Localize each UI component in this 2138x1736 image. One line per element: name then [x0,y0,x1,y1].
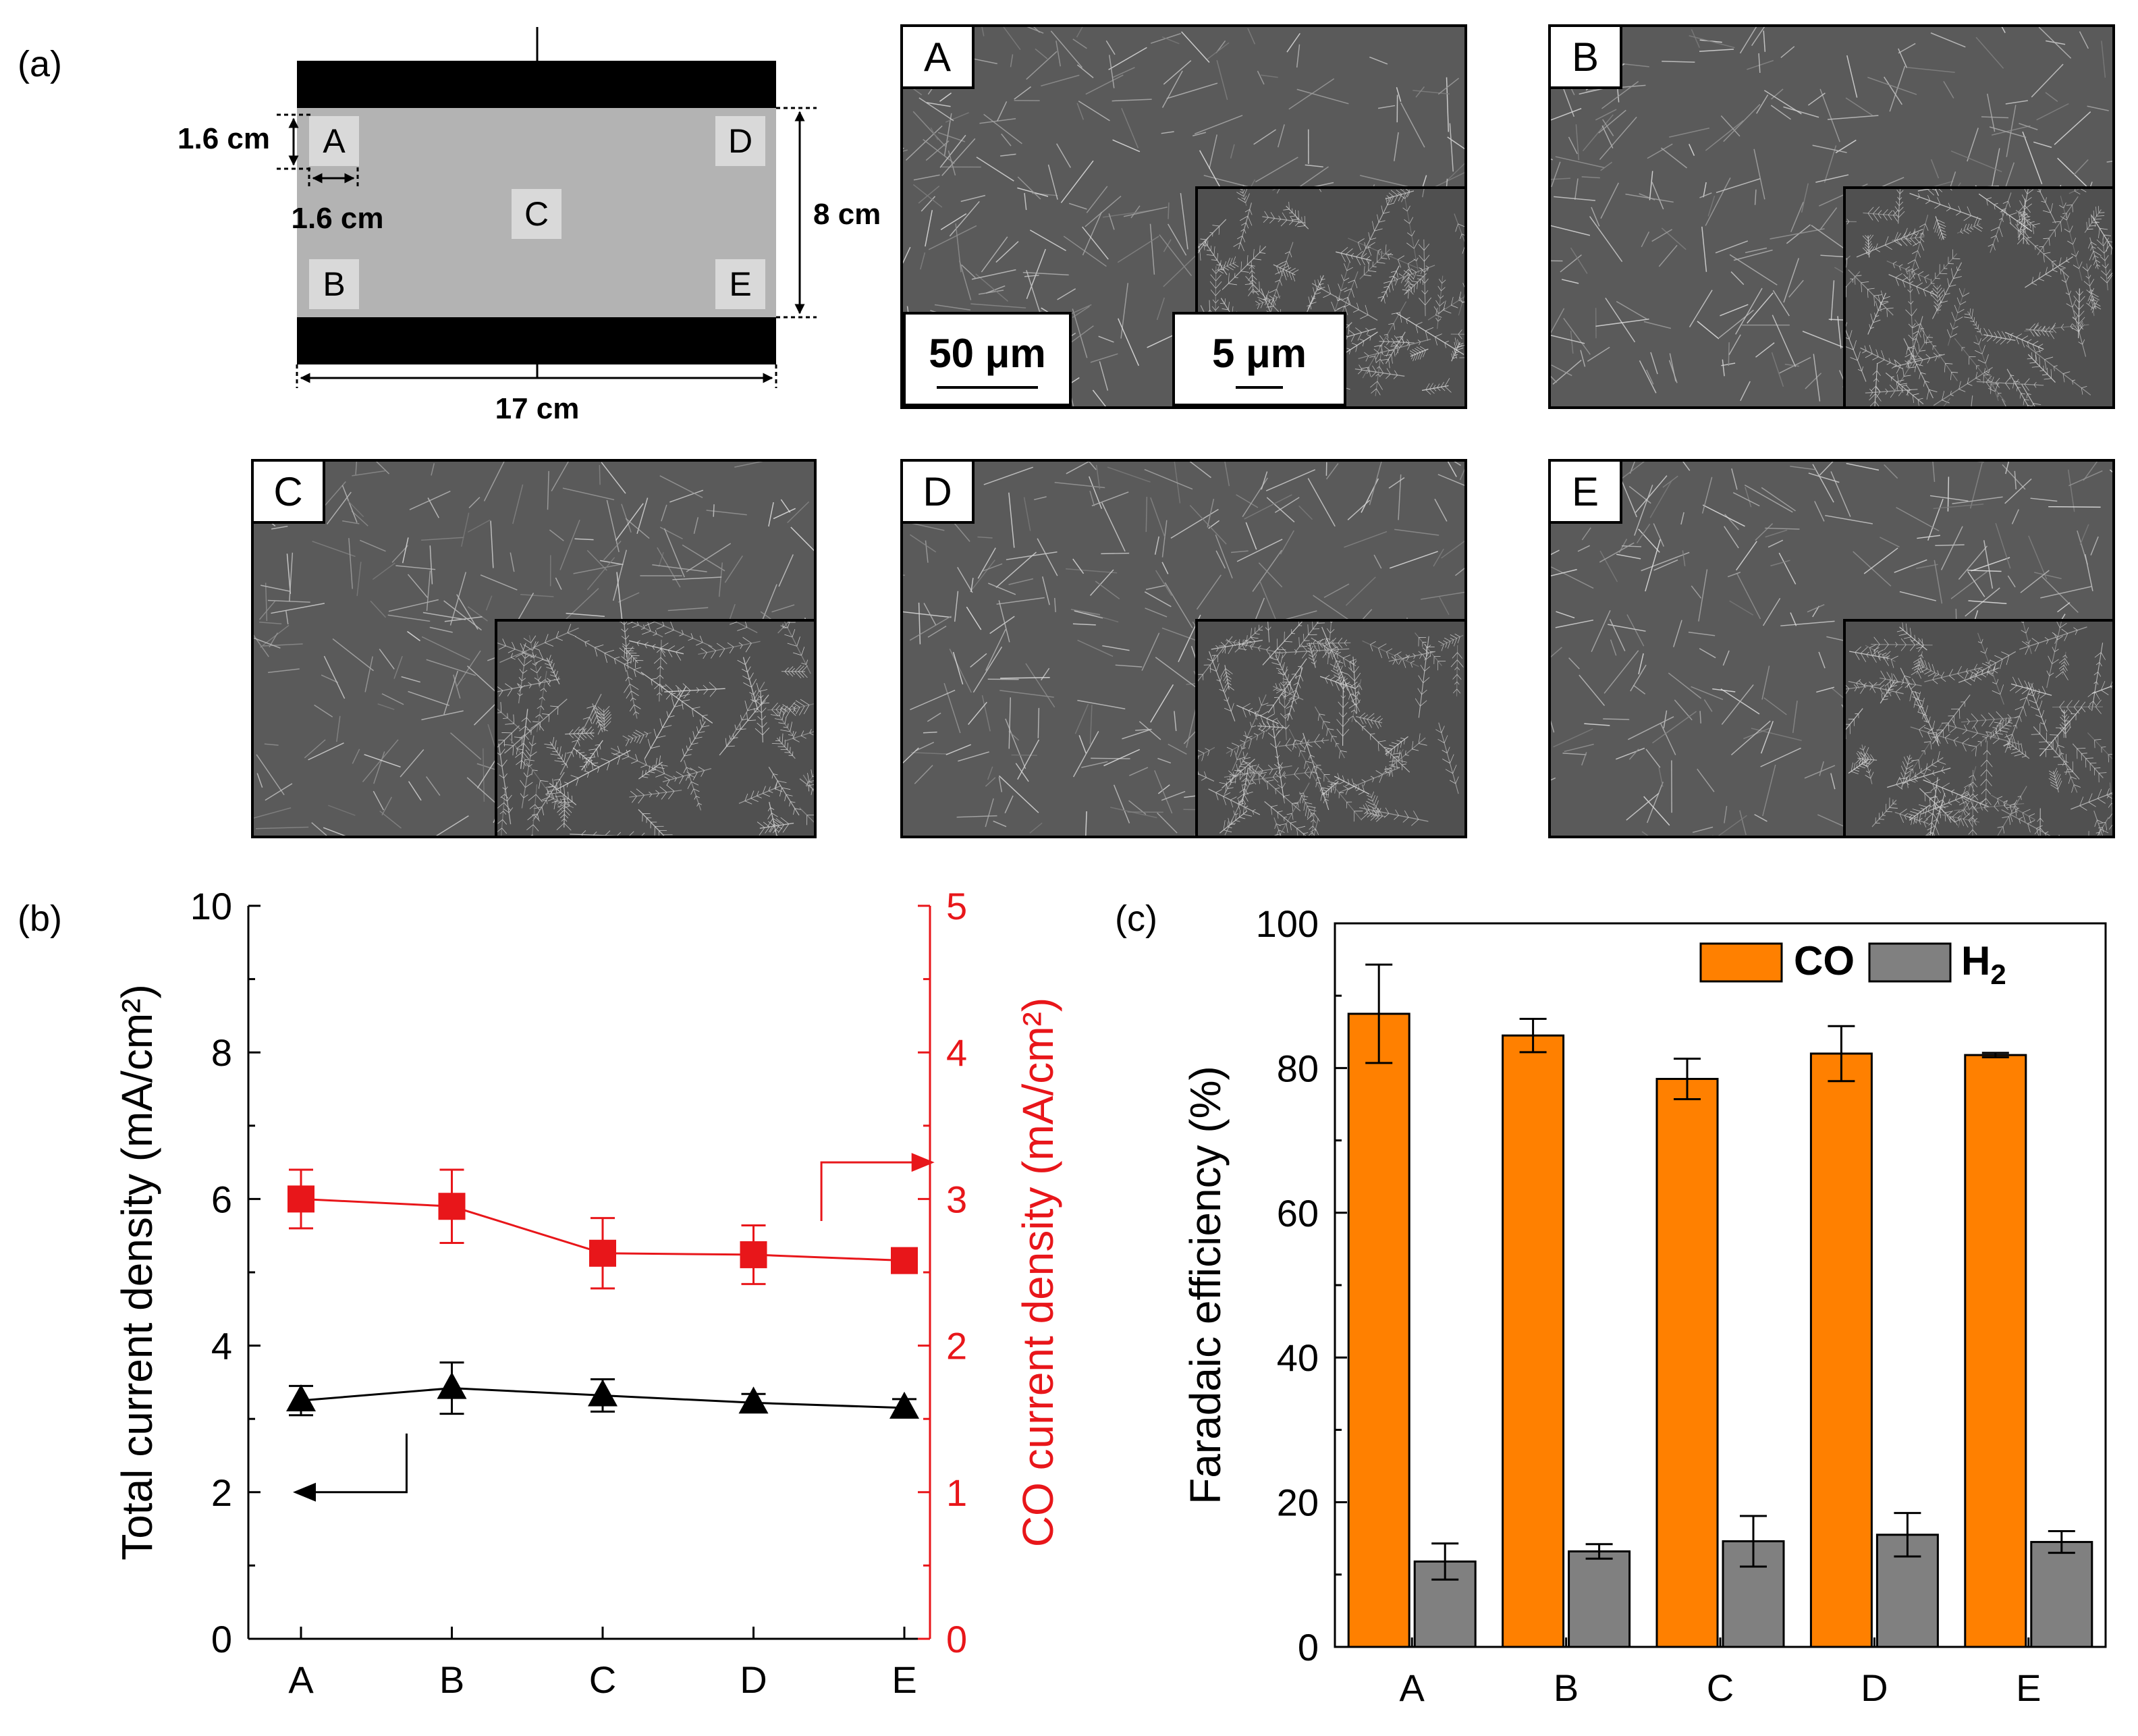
bar-co [1655,1077,1719,1648]
data-point-total [738,1386,769,1414]
top-electrode-bar [297,61,776,108]
right-axis-title: CO current density (mA/cm²) [1014,998,1062,1547]
schem-point-a: A [323,122,346,160]
right-tick-label: 0 [946,1618,967,1660]
schem-point-c: C [524,195,549,233]
right-axis-arrow [820,1161,912,1221]
scale-main-label: 50 μm [929,330,1046,376]
sem-inset-c [494,618,814,836]
data-point-total [286,1384,316,1412]
dim-point-width: 1.6 cm [292,202,384,235]
x-tick-label: A [288,1658,314,1701]
sem-inset-b [1842,186,2112,406]
right-tick-label: 1 [946,1471,967,1514]
x-tick-label: B [1554,1666,1579,1709]
sem-image-a: A 50 μm 5 μm [900,24,1467,409]
x-tick-label: D [1861,1666,1888,1709]
right-tick-label: 3 [946,1178,967,1220]
chart-faradaic-efficiency: 0 20 40 60 80 100 Faradaic efficiency (%) A B C D E… [1181,902,2107,1709]
sem-image-e: E [1548,459,2115,838]
left-arrow-head [293,1482,316,1502]
data-point-co [589,1239,616,1267]
right-arrow-head [911,1153,935,1172]
y-tick-label: 40 [1277,1336,1319,1379]
data-point-co [287,1185,314,1213]
data-point-total [588,1379,618,1407]
scale-inset-label: 5 μm [1211,330,1307,376]
dim-total-width: 17 cm [495,392,580,425]
left-tick-label: 8 [211,1031,232,1074]
right-tick-label: 2 [946,1325,967,1367]
electrode-schematic: A D C B E 1.6 cm 1.6 cm 8 cm 17 cm [177,27,881,425]
bar-h2 [1568,1550,1631,1648]
scale-bar-main: 50 μm [903,312,1072,406]
y-tick-label: 100 [1256,902,1319,945]
sem-tag-d: D [903,462,975,524]
sem-image-d: D [900,459,1467,838]
schem-point-d: D [728,122,752,160]
y-tick-label: 60 [1277,1192,1319,1235]
bar-h2 [2030,1541,2093,1648]
x-tick-label: C [1707,1666,1734,1709]
data-point-co [438,1193,466,1220]
legend-swatch-co [1699,942,1783,983]
sem-inset-e [1842,618,2112,836]
legend-label-h2: H2 [1961,938,2006,990]
panel-label-a: (a) [18,44,62,84]
sem-tag-c: C [254,462,325,524]
bar-co [1347,1012,1410,1648]
left-axis-title: Total current density (mA/cm²) [113,984,161,1561]
x-tick-label: C [589,1658,616,1701]
bar-co [1502,1034,1565,1648]
scale-bar-inset: 5 μm [1172,312,1346,406]
sem-tag-e: E [1551,462,1622,524]
legend-label-co: CO [1794,938,1855,983]
bottom-electrode-bar [297,317,776,364]
sem-image-b: B [1548,24,2115,409]
sem-tag-b: B [1551,27,1622,89]
y-tick-label: 80 [1277,1047,1319,1089]
x-tick-label: B [439,1658,464,1701]
schem-point-e: E [729,265,751,303]
right-tick-label: 5 [946,885,967,927]
data-point-total [437,1372,467,1399]
dim-point-height: 1.6 cm [177,122,270,155]
x-tick-label: E [892,1658,916,1701]
left-tick-label: 0 [211,1618,232,1660]
legend-swatch-h2 [1868,942,1952,983]
data-point-co [740,1241,767,1268]
panel-label-b: (b) [18,898,62,939]
left-tick-label: 10 [190,885,232,927]
bar-co [1809,1052,1873,1648]
dim-total-height: 8 cm [813,198,881,231]
x-tick-label: D [740,1658,767,1701]
chart-current-density: 0 2 4 6 8 10 0 1 2 3 4 5 A B C D E Total current density … [113,885,1062,1701]
data-point-total [889,1391,919,1419]
data-point-co [891,1247,918,1274]
sem-inset-d [1195,618,1464,836]
schem-point-b: B [323,265,345,303]
right-tick-label: 4 [946,1031,967,1074]
left-tick-label: 6 [211,1178,232,1220]
x-tick-label: E [2016,1666,2041,1709]
x-tick-label: A [1400,1666,1425,1709]
left-tick-label: 4 [211,1325,232,1367]
sem-image-c: C [251,459,817,838]
y-tick-label: 20 [1277,1482,1319,1524]
panel-label-c: (c) [1115,898,1157,939]
left-axis-arrow [308,1433,408,1494]
y-axis-title: Faradaic efficiency (%) [1181,1066,1230,1504]
y-tick-label: 0 [1298,1626,1319,1669]
bar-co [1964,1054,2027,1648]
left-tick-label: 2 [211,1471,232,1514]
sem-tag-a: A [903,27,975,89]
